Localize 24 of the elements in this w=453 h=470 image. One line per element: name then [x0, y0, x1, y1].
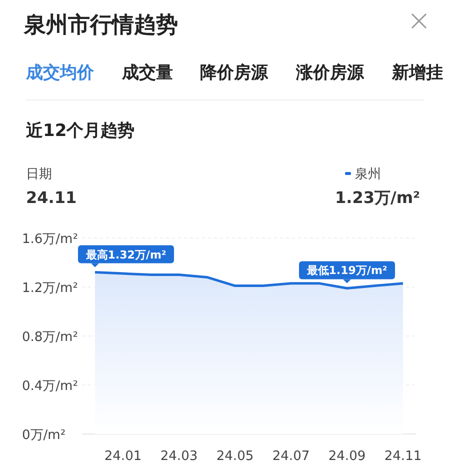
x-tick-label: 24.11: [384, 449, 422, 464]
x-tick-label: 24.01: [104, 449, 142, 464]
x-tick-label: 24.09: [328, 449, 366, 464]
legend-label: 泉州: [355, 167, 381, 182]
y-tick-label: 0.4万/m²: [22, 379, 78, 394]
x-tick-label: 24.07: [272, 449, 310, 464]
text: 涨价房源: [295, 63, 365, 83]
text: 成交量: [121, 63, 173, 83]
text: 降价房源: [200, 63, 269, 83]
text: 24.11: [26, 188, 77, 207]
x-tick-label: 24.05: [216, 449, 254, 464]
text: 1.23万/m²: [335, 188, 420, 207]
chart-subtitle: 近12个月趋势: [25, 121, 135, 141]
y-tick-label: 1.6万/m²: [22, 232, 78, 247]
chart-title: 泉州市行情趋势: [23, 12, 178, 38]
y-tick-label: 0万/m²: [22, 428, 66, 443]
text: 新增挂: [391, 63, 443, 83]
y-tick-label: 0.8万/m²: [22, 330, 78, 345]
annotation: 最高1.32万/m²: [84, 248, 166, 262]
y-tick-label: 1.2万/m²: [22, 281, 78, 296]
text: 日期: [26, 167, 52, 182]
x-tick-label: 24.03: [160, 449, 198, 464]
annotation: 最低1.19万/m²: [306, 264, 388, 278]
text: 成交均价: [25, 63, 95, 83]
